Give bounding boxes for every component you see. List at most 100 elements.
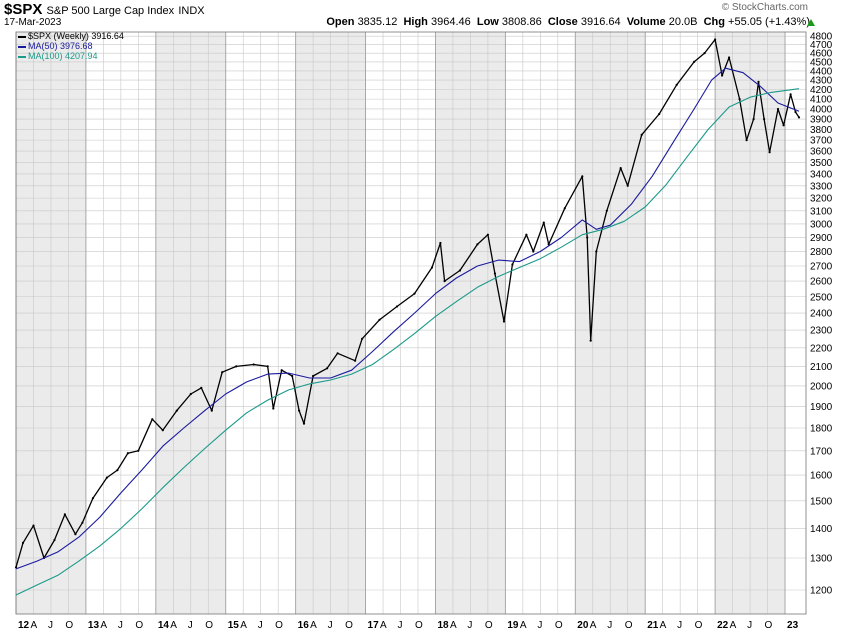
legend-ma100-swatch bbox=[18, 55, 26, 58]
price-point bbox=[302, 422, 306, 425]
x-tick-label: A bbox=[520, 620, 527, 631]
price-point bbox=[511, 263, 514, 266]
y-tick-label: 2900 bbox=[810, 233, 833, 244]
legend-ma50-swatch bbox=[18, 45, 26, 48]
price-point bbox=[745, 139, 748, 142]
price-point bbox=[14, 566, 18, 569]
up-arrow-icon bbox=[807, 19, 815, 26]
y-tick-label: 2400 bbox=[810, 309, 833, 320]
y-tick-label: 1600 bbox=[810, 471, 833, 482]
chart-legend: $SPX (Weekly) 3916.64 MA(50) 3976.68 MA(… bbox=[18, 31, 124, 61]
price-point bbox=[586, 236, 589, 239]
x-tick-label: A bbox=[170, 620, 177, 631]
price-point bbox=[137, 449, 140, 452]
price-point bbox=[326, 367, 329, 370]
y-tick-label: 4300 bbox=[810, 76, 833, 87]
legend-ma100-label: MA(100) 4207.94 bbox=[28, 51, 98, 61]
price-point bbox=[626, 184, 629, 187]
price-point bbox=[354, 359, 357, 362]
y-tick-label: 2100 bbox=[810, 362, 833, 373]
price-point bbox=[476, 243, 479, 246]
price-point bbox=[640, 133, 643, 136]
price-point bbox=[595, 250, 598, 253]
price-point bbox=[532, 250, 535, 253]
price-point bbox=[116, 469, 119, 472]
price-point bbox=[378, 318, 381, 321]
price-point bbox=[714, 38, 717, 41]
exchange: INDX bbox=[178, 5, 205, 17]
x-tick-label: A bbox=[590, 620, 597, 631]
price-point bbox=[336, 352, 339, 355]
x-tick-label: J bbox=[398, 620, 403, 631]
open-value: 3835.12 bbox=[357, 16, 398, 28]
volume-label: Volume bbox=[626, 16, 666, 28]
y-tick-label: 4100 bbox=[810, 95, 833, 106]
price-point bbox=[619, 167, 622, 170]
price-point bbox=[782, 124, 785, 127]
y-tick-label: 4000 bbox=[810, 104, 833, 115]
price-point bbox=[794, 110, 797, 114]
low-label: Low bbox=[476, 16, 499, 28]
price-point bbox=[542, 221, 545, 224]
x-tick-label: 21 bbox=[647, 620, 659, 631]
y-tick-label: 3900 bbox=[810, 115, 833, 126]
high-label: High bbox=[403, 16, 428, 28]
y-tick-label: 2300 bbox=[810, 326, 833, 337]
price-point bbox=[589, 339, 592, 342]
price-point bbox=[53, 538, 56, 542]
x-tick-label: O bbox=[485, 620, 493, 631]
y-tick-label: 1400 bbox=[810, 524, 833, 535]
price-point bbox=[272, 407, 275, 410]
price-point bbox=[789, 93, 792, 96]
price-point bbox=[581, 175, 584, 178]
x-tick-label: A bbox=[30, 620, 37, 631]
x-tick-label: O bbox=[205, 620, 213, 631]
y-tick-label: 3100 bbox=[810, 206, 833, 217]
price-point bbox=[768, 151, 771, 154]
legend-price-label: $SPX (Weekly) 3916.64 bbox=[28, 31, 124, 41]
y-tick-label: 2800 bbox=[810, 247, 833, 258]
price-point bbox=[81, 521, 84, 524]
price-point bbox=[525, 233, 528, 236]
y-tick-label: 3200 bbox=[810, 194, 833, 205]
watermark: © StockCharts.com bbox=[721, 2, 808, 13]
price-point bbox=[563, 207, 566, 210]
price-point bbox=[703, 52, 706, 55]
x-tick-label: O bbox=[765, 620, 773, 631]
x-tick-label: A bbox=[100, 620, 107, 631]
legend-ma100: MA(100) 4207.94 bbox=[18, 51, 124, 61]
x-tick-label: J bbox=[118, 620, 123, 631]
price-point bbox=[502, 320, 506, 323]
series-line-ma50 bbox=[15, 67, 800, 570]
x-tick-label: J bbox=[747, 620, 752, 631]
price-point bbox=[493, 272, 496, 275]
x-tick-label: J bbox=[188, 620, 193, 631]
x-tick-label: O bbox=[65, 620, 73, 631]
price-point bbox=[298, 409, 301, 412]
x-tick-label: 14 bbox=[158, 620, 170, 631]
y-tick-label: 3400 bbox=[810, 169, 833, 180]
legend-price-swatch bbox=[18, 35, 26, 38]
series-line-price bbox=[15, 38, 800, 568]
chg-label: Chg bbox=[703, 16, 725, 28]
price-point bbox=[361, 337, 364, 340]
low-value: 3808.86 bbox=[501, 16, 542, 28]
x-tick-label: 15 bbox=[228, 620, 240, 631]
series-line-ma100 bbox=[15, 88, 800, 596]
x-tick-label: A bbox=[450, 620, 457, 631]
price-point bbox=[752, 118, 755, 121]
price-point bbox=[395, 305, 399, 308]
index-name: S&P 500 Large Cap Index bbox=[46, 5, 175, 17]
y-tick-label: 4600 bbox=[810, 49, 833, 60]
y-tick-label: 1700 bbox=[810, 446, 833, 457]
price-point bbox=[126, 452, 129, 455]
chg-value: +55.05 (+1.43%) bbox=[728, 16, 810, 28]
price-point bbox=[658, 112, 661, 116]
x-tick-label: J bbox=[467, 620, 472, 631]
y-tick-label: 4200 bbox=[810, 85, 833, 96]
x-tick-label: O bbox=[415, 620, 423, 631]
price-point bbox=[443, 280, 446, 283]
x-tick-label: J bbox=[258, 620, 263, 631]
x-tick-label: A bbox=[660, 620, 667, 631]
